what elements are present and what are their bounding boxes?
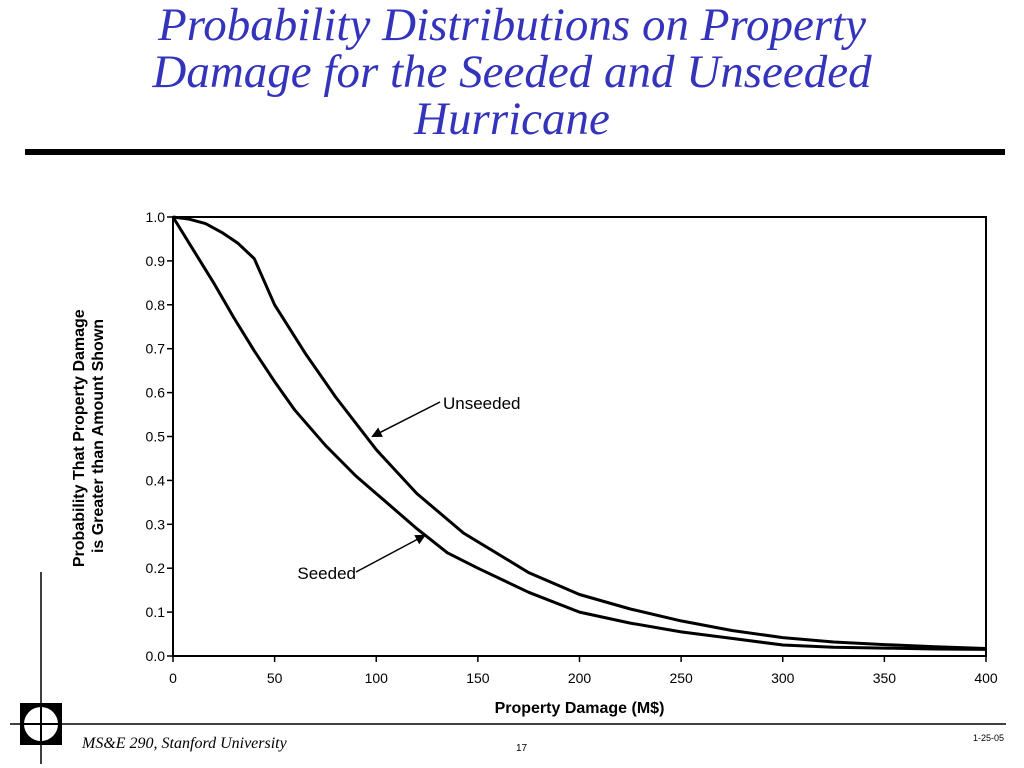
y-tick-label: 0.2 — [146, 560, 166, 576]
title-line-3: Hurricane — [414, 93, 610, 145]
footer-date: 1-25-05 — [973, 733, 1005, 743]
y-tick-label: 0.5 — [146, 429, 166, 445]
title-divider — [25, 149, 1005, 155]
y-axis-label-line-2: is Greater than Amount Shown — [90, 319, 107, 553]
y-tick-label: 0.4 — [146, 472, 166, 488]
x-axis-label: Property Damage (M$) — [495, 700, 665, 717]
annotation-arrow-unseeded — [371, 401, 441, 438]
y-axis-label: Probability That Property Damage is Grea… — [71, 305, 107, 567]
x-tick-label: 50 — [267, 670, 283, 686]
x-tick-label: 100 — [365, 670, 389, 686]
x-tick-label: 350 — [873, 670, 897, 686]
y-tick-label: 1.0 — [146, 209, 166, 225]
y-tick-label: 0.1 — [146, 604, 166, 620]
title-line-1: Probability Distributions on Property — [157, 0, 867, 51]
y-tick-label: 0.8 — [146, 297, 166, 313]
page-number: 17 — [516, 743, 528, 754]
series-line-unseeded — [172, 215, 987, 650]
x-tick-label: 0 — [169, 670, 177, 686]
footer-course: MS&E 290, Stanford University — [82, 735, 287, 752]
annotation-arrow-seeded — [355, 534, 426, 573]
series-layer — [171, 215, 987, 651]
y-axis-label-line-1: Probability That Property Damage — [71, 309, 88, 567]
annotation-label-seeded: Seeded — [297, 564, 356, 583]
series-line-seeded — [171, 216, 987, 651]
plot-area-frame — [172, 216, 987, 657]
x-tick-label: 150 — [466, 670, 490, 686]
y-tick-label: 0.0 — [146, 648, 166, 664]
x-tick-label: 250 — [669, 670, 693, 686]
slide-title: Probability Distributions on Property Da… — [10, 2, 1014, 143]
y-tick-label: 0.9 — [146, 253, 166, 269]
x-tick-label: 400 — [974, 670, 998, 686]
y-axis: 0.0 0.1 0.2 0.3 0.4 0.5 0.6 0.7 0.8 0.9 1.0 — [146, 209, 173, 664]
y-tick-label: 0.7 — [146, 341, 166, 357]
x-tick-label: 200 — [568, 670, 592, 686]
x-tick-label: 300 — [771, 670, 795, 686]
annotation-layer: Unseeded Seeded — [297, 394, 520, 583]
y-tick-label: 0.3 — [146, 516, 166, 532]
x-axis: 0 50 100 150 200 250 300 350 400 — [169, 656, 998, 686]
y-tick-label: 0.6 — [146, 385, 166, 401]
crosshair-logo-icon — [10, 572, 1006, 764]
annotation-label-unseeded: Unseeded — [443, 394, 521, 413]
title-line-2: Damage for the Seeded and Unseeded — [152, 46, 872, 98]
